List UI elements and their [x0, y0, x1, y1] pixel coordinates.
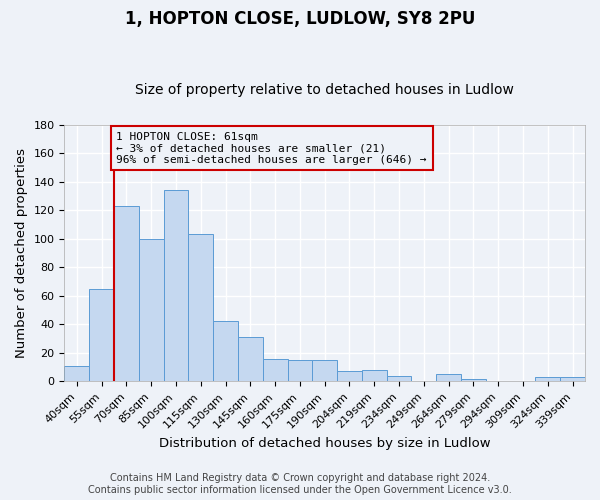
Text: 1, HOPTON CLOSE, LUDLOW, SY8 2PU: 1, HOPTON CLOSE, LUDLOW, SY8 2PU: [125, 10, 475, 28]
Bar: [535, 377, 560, 382]
Bar: [337, 372, 362, 382]
Bar: [436, 374, 461, 382]
Bar: [313, 360, 337, 382]
Title: Size of property relative to detached houses in Ludlow: Size of property relative to detached ho…: [135, 83, 514, 97]
Bar: [188, 234, 213, 382]
Bar: [164, 190, 188, 382]
Bar: [461, 378, 486, 382]
Bar: [362, 370, 386, 382]
Bar: [386, 376, 412, 382]
Text: Contains HM Land Registry data © Crown copyright and database right 2024.
Contai: Contains HM Land Registry data © Crown c…: [88, 474, 512, 495]
X-axis label: Distribution of detached houses by size in Ludlow: Distribution of detached houses by size …: [159, 437, 491, 450]
Bar: [89, 288, 114, 382]
Bar: [560, 377, 585, 382]
Bar: [287, 360, 313, 382]
Bar: [263, 358, 287, 382]
Bar: [64, 366, 89, 382]
Bar: [139, 238, 164, 382]
Bar: [213, 322, 238, 382]
Bar: [114, 206, 139, 382]
Y-axis label: Number of detached properties: Number of detached properties: [15, 148, 28, 358]
Bar: [238, 337, 263, 382]
Text: 1 HOPTON CLOSE: 61sqm
← 3% of detached houses are smaller (21)
96% of semi-detac: 1 HOPTON CLOSE: 61sqm ← 3% of detached h…: [116, 132, 427, 165]
